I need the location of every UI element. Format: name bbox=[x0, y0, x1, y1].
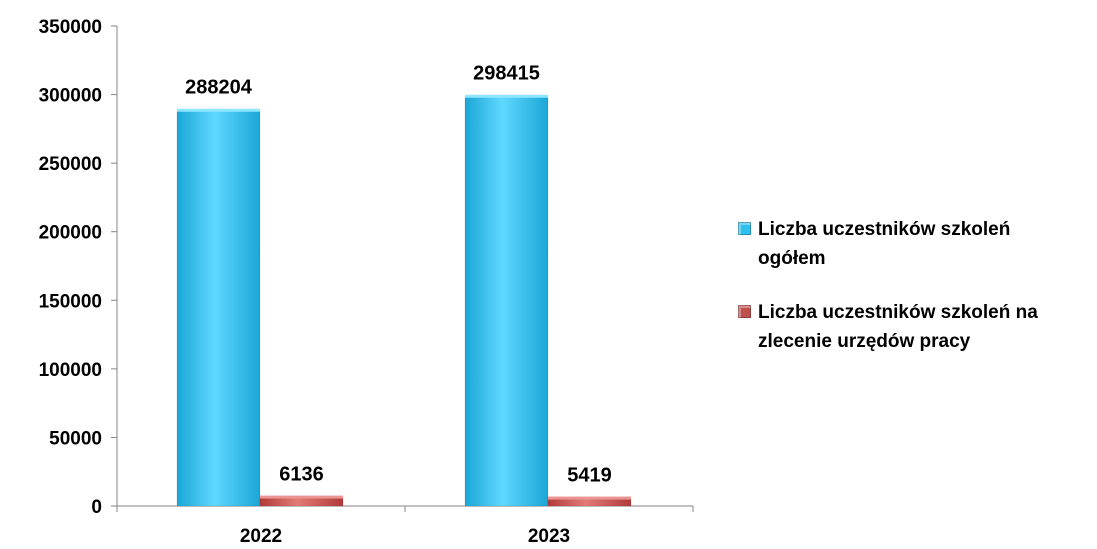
legend-item-labor-office: Liczba uczestników szkoleń na zlecenie u… bbox=[736, 298, 1076, 356]
legend-item-total: Liczba uczestników szkoleń ogółem bbox=[736, 215, 1076, 273]
data-label: 6136 bbox=[279, 464, 324, 486]
bar bbox=[259, 497, 344, 507]
bar bbox=[464, 96, 549, 507]
data-label: 298415 bbox=[473, 63, 540, 85]
x-tick-label: 2022 bbox=[240, 526, 282, 547]
legend-swatch-labor-office bbox=[738, 305, 751, 318]
bar-top bbox=[465, 94, 548, 98]
y-tick-label: 300000 bbox=[39, 86, 102, 107]
x-tick-label: 2023 bbox=[528, 526, 570, 547]
legend-label-total: Liczba uczestników szkoleń ogółem bbox=[758, 219, 1011, 269]
bar bbox=[176, 110, 261, 507]
y-tick-label: 350000 bbox=[39, 17, 102, 38]
y-tick-label: 0 bbox=[91, 497, 102, 518]
y-tick-label: 200000 bbox=[39, 223, 102, 244]
y-tick-label: 100000 bbox=[39, 360, 102, 381]
y-tick-label: 150000 bbox=[39, 291, 102, 312]
y-tick-label: 50000 bbox=[49, 428, 102, 449]
data-label: 5419 bbox=[567, 465, 612, 487]
legend: Liczba uczestników szkoleń ogółem Liczba… bbox=[736, 215, 1076, 381]
legend-swatch-total bbox=[738, 222, 751, 235]
data-label: 288204 bbox=[185, 77, 253, 99]
bar-top bbox=[548, 496, 631, 500]
bar-top bbox=[260, 495, 343, 499]
bar bbox=[547, 498, 632, 507]
y-tick-label: 250000 bbox=[39, 154, 102, 175]
bar-top bbox=[177, 108, 260, 112]
legend-label-labor-office: Liczba uczestników szkoleń na zlecenie u… bbox=[758, 302, 1038, 352]
